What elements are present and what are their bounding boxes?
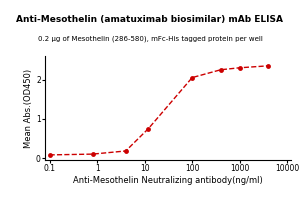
Y-axis label: Mean Abs.(OD450): Mean Abs.(OD450) (24, 68, 33, 148)
Point (237, 66, 242, 69)
Text: 0.2 μg of Mesothelin (286-580), mFc-His tagged protein per well: 0.2 μg of Mesothelin (286-580), mFc-His … (38, 36, 262, 42)
Point (47, 153, 52, 156)
Point (218, 68, 223, 71)
Point (146, 127, 151, 130)
X-axis label: Anti-Mesothelin Neutralizing antibody(ng/ml): Anti-Mesothelin Neutralizing antibody(ng… (73, 176, 263, 185)
Point (123, 149, 128, 153)
Point (190, 76, 195, 79)
Point (266, 64, 271, 67)
Text: Anti-Mesothelin (amatuximab biosimilar) mAb ELISA: Anti-Mesothelin (amatuximab biosimilar) … (16, 15, 283, 24)
Point (90, 153, 95, 156)
